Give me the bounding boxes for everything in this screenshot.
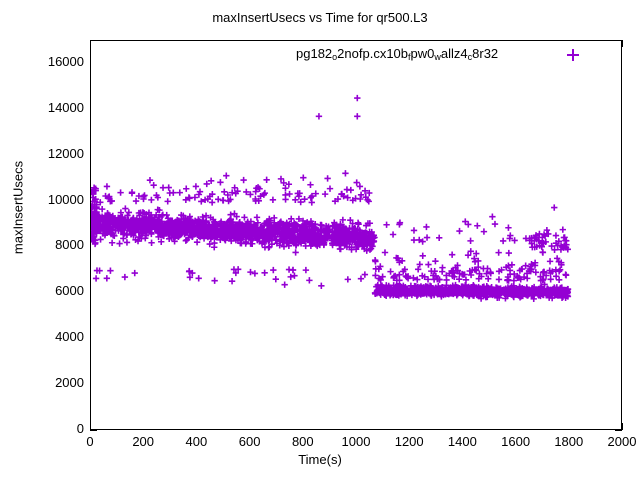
y-tick-mark [90, 430, 97, 431]
y-tick-label: 2000 [55, 375, 84, 391]
x-tick-label: 1000 [341, 434, 371, 449]
y-tick-label: 12000 [47, 145, 84, 161]
y-tick-label: 8000 [55, 237, 84, 253]
x-tick-label: 800 [291, 434, 314, 449]
y-tick-label: 4000 [55, 329, 84, 345]
x-tick-mark-top [622, 40, 623, 47]
x-tick-label: 1400 [447, 434, 477, 449]
y-tick-label: 6000 [55, 283, 84, 299]
x-tick-mark [622, 423, 623, 430]
y-tick-label: 16000 [47, 53, 84, 69]
scatter-marker-path [91, 94, 572, 303]
chart-title: maxInsertUsecs vs Time for qr500.L3 [212, 10, 428, 25]
y-tick-label: 10000 [47, 191, 84, 207]
x-tick-label: 400 [185, 434, 208, 449]
x-tick-label: 2000 [607, 434, 637, 449]
legend-entry-label: pg182o2nofp.cx10bfpw0wallz4c8r32 [296, 46, 499, 63]
x-tick-label: 0 [86, 434, 94, 449]
x-tick-label: 200 [132, 434, 155, 449]
x-axis-label: Time(s) [298, 452, 342, 467]
x-tick-label: 1200 [394, 434, 424, 449]
x-tick-label: 1800 [554, 434, 584, 449]
y-tick-label: 0 [76, 421, 84, 436]
scatter-points [91, 94, 572, 303]
x-tick-label: 1600 [501, 434, 531, 449]
x-tick-label: 600 [238, 434, 261, 449]
legend-marker-icon [567, 49, 579, 61]
plot-area [90, 40, 622, 430]
y-tick-mark-right [615, 430, 622, 431]
y-tick-label: 14000 [47, 99, 84, 115]
